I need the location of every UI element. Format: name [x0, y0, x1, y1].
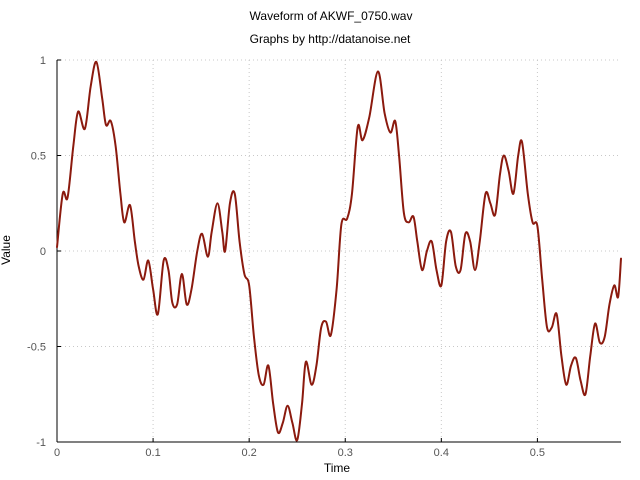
y-tick-labels: -1 -0.5 0 0.5 1	[27, 55, 46, 449]
y-tick-label: -1	[36, 437, 46, 449]
x-tick-label: 0.5	[530, 447, 545, 459]
y-tick-label: 0.5	[31, 151, 46, 163]
y-tick-label: 0	[40, 246, 46, 258]
waveform-line	[56, 60, 622, 442]
x-tick-label: 0.4	[434, 447, 449, 459]
axes	[56, 59, 621, 443]
chart-subtitle: Graphs by http://datanoise.net	[250, 32, 411, 46]
x-tick-label: 0.3	[338, 447, 353, 459]
x-tick-labels: 0 0.1 0.2 0.3 0.4 0.5	[54, 447, 545, 459]
y-tick-label: -0.5	[27, 342, 46, 354]
x-tick-label: 0.2	[242, 447, 257, 459]
x-tick-label: 0.1	[145, 447, 160, 459]
x-axis-label: Time	[324, 461, 351, 475]
series-layer	[56, 60, 622, 442]
chart-title: Waveform of AKWF_0750.wav	[250, 9, 413, 23]
x-tick-label: 0	[54, 447, 60, 459]
y-tick-label: 1	[40, 55, 46, 67]
y-axis-label: Value	[0, 235, 13, 265]
